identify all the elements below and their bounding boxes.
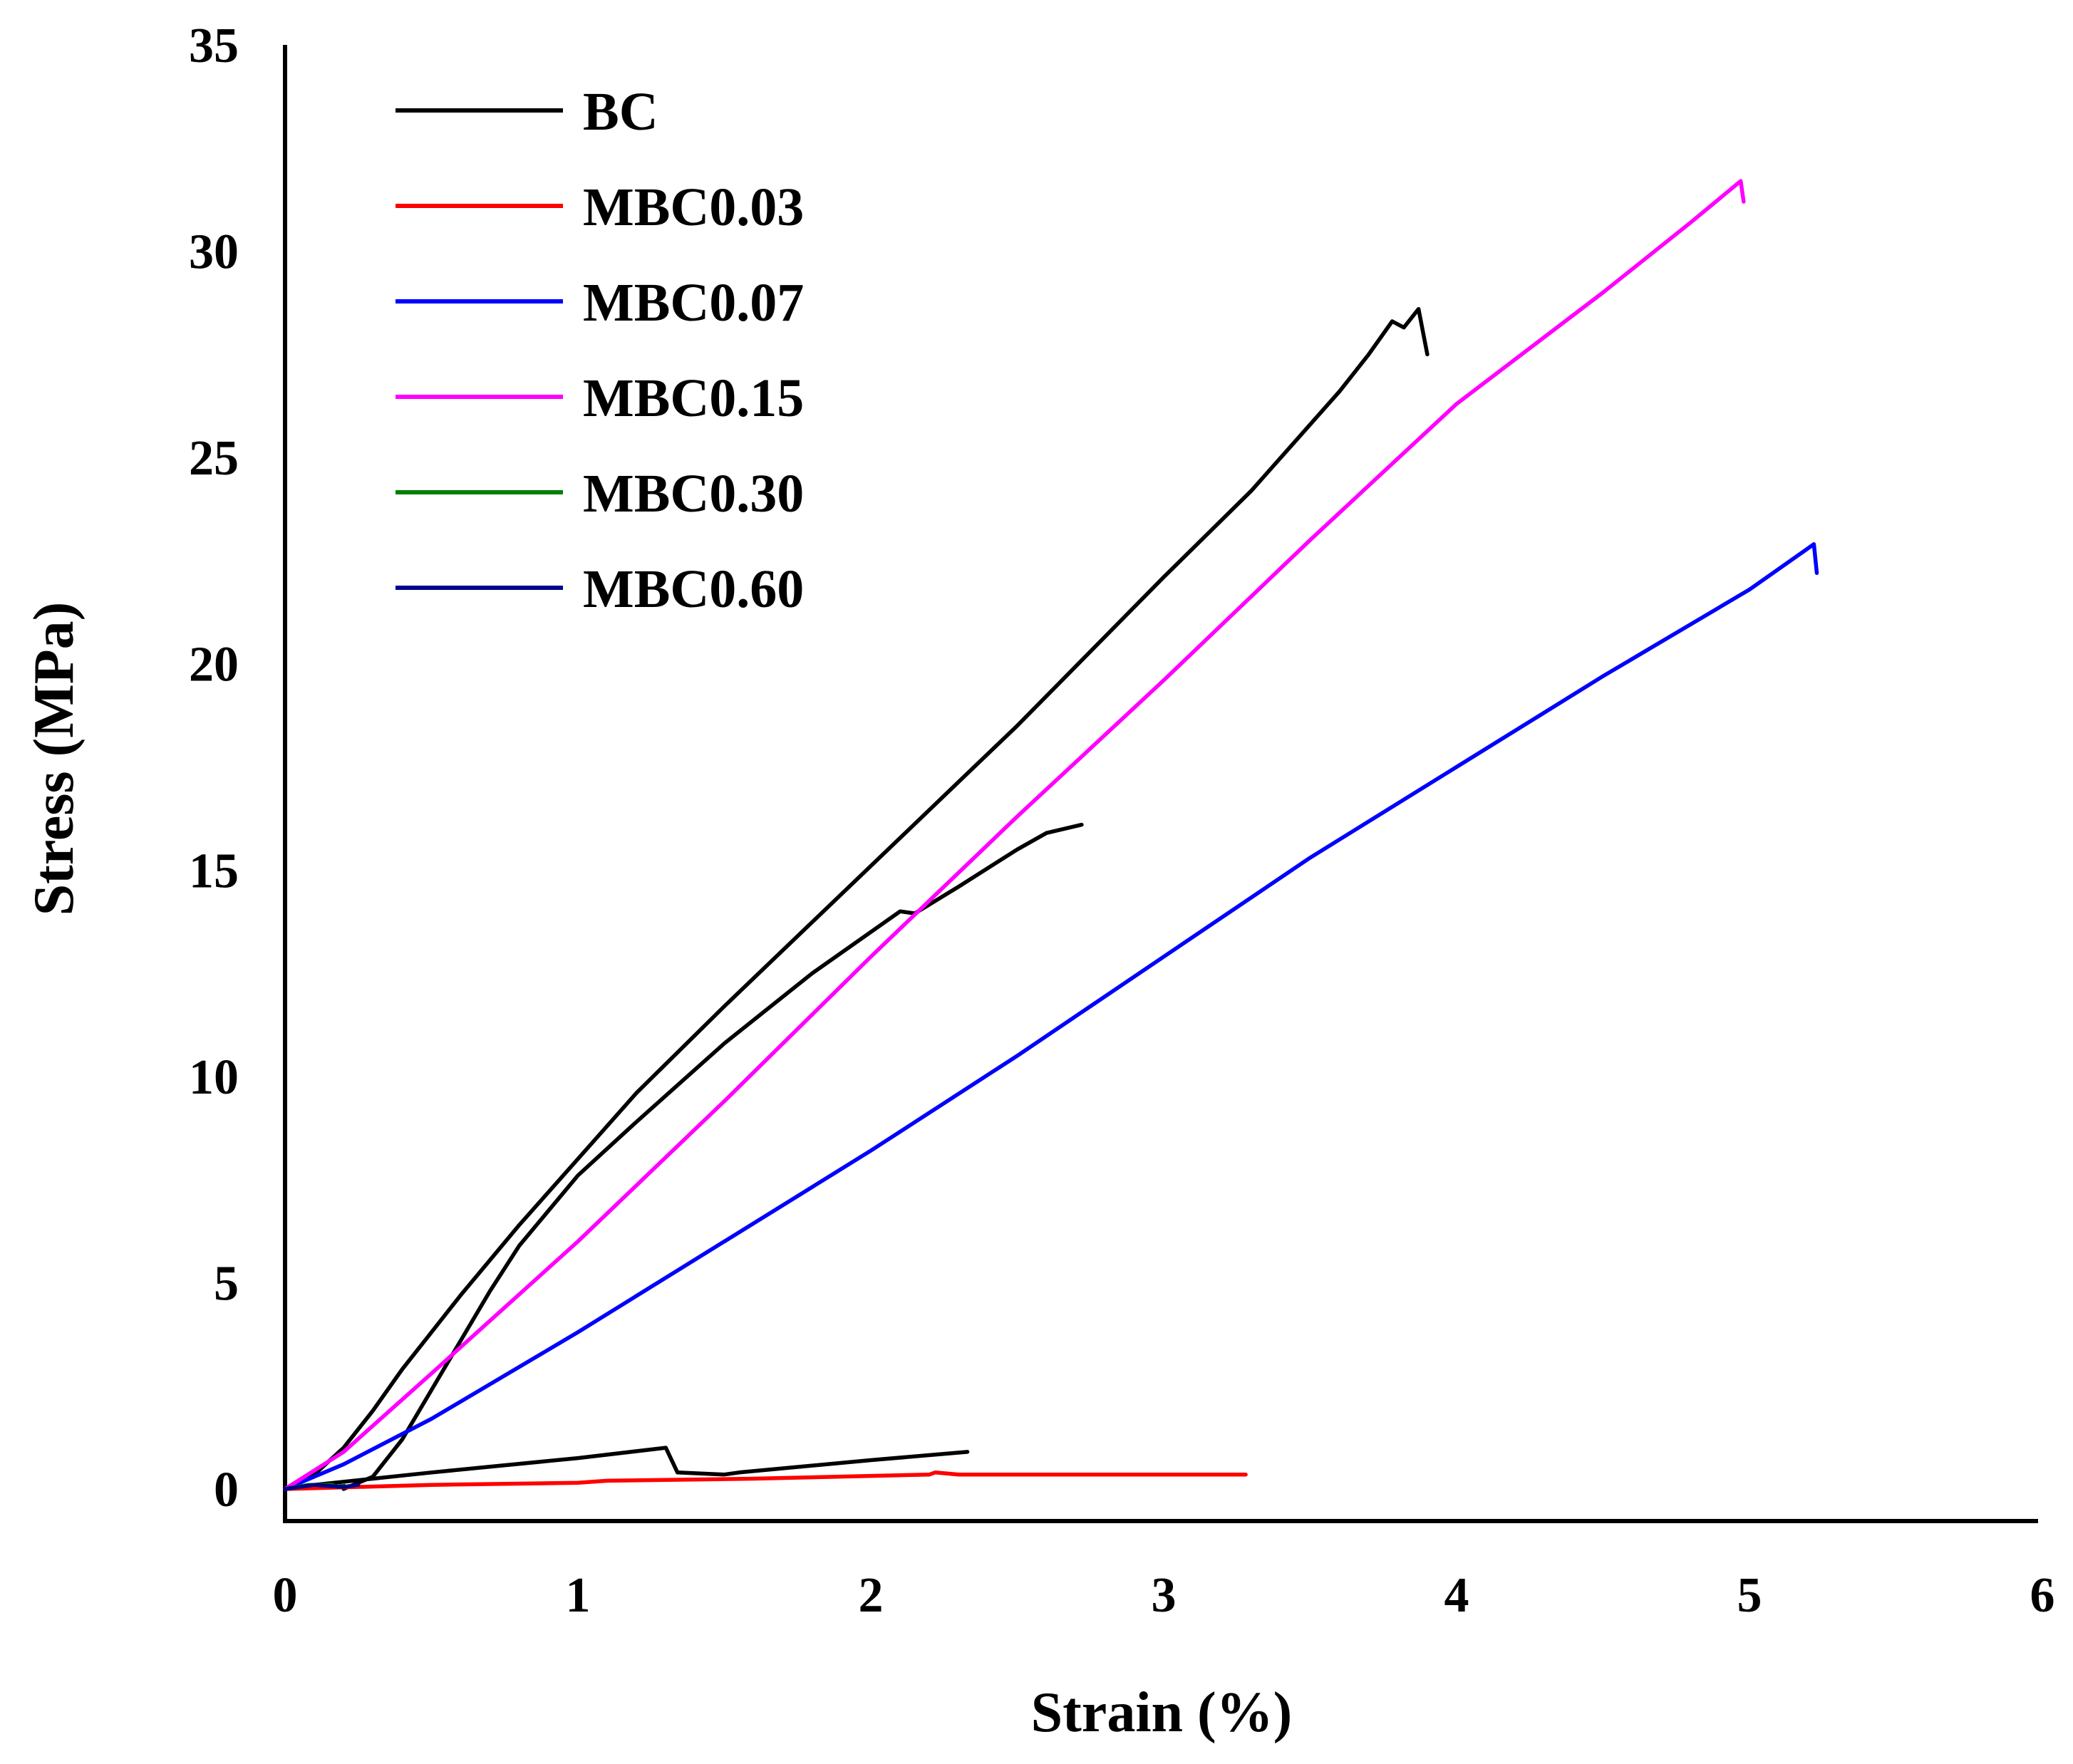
x-axis-title: Strain (%) xyxy=(1031,1681,1293,1744)
y-tick-label: 30 xyxy=(189,225,239,280)
series-line-mbc0-60 xyxy=(283,1483,361,1491)
series-line-unlabeled-1 xyxy=(341,822,1084,1491)
legend-label: MBC0.15 xyxy=(583,368,804,428)
y-tick-labels: 0 5 10 15 20 25 30 35 xyxy=(189,19,239,1517)
y-tick-label: 0 xyxy=(214,1463,239,1517)
x-tick-labels: 0 1 2 3 4 5 6 xyxy=(273,1568,2055,1623)
y-tick-label: 20 xyxy=(189,638,239,692)
y-axis-title: Stress (MPa) xyxy=(23,602,86,916)
x-tick-label: 1 xyxy=(566,1568,591,1623)
series-line-bc xyxy=(283,306,1430,1491)
legend-label: MBC0.03 xyxy=(583,177,804,237)
y-tick-label: 25 xyxy=(189,431,239,486)
x-tick-label: 3 xyxy=(1152,1568,1177,1623)
legend-label: MBC0.30 xyxy=(583,464,804,524)
y-tick-label: 15 xyxy=(189,844,239,898)
x-tick-label: 6 xyxy=(2030,1568,2055,1623)
series-line-mbc0-03 xyxy=(283,1470,1248,1491)
legend: BC MBC0.03 MBC0.07 MBC0.15 MBC0.30 MBC0.60 xyxy=(396,82,804,619)
legend-label: BC xyxy=(583,82,658,142)
series-line-mbc0-15 xyxy=(283,179,1746,1491)
x-tick-label: 2 xyxy=(859,1568,884,1623)
y-tick-label: 10 xyxy=(189,1050,239,1105)
y-tick-label: 35 xyxy=(189,19,239,73)
x-tick-label: 4 xyxy=(1444,1568,1469,1623)
y-tick-label: 5 xyxy=(214,1256,239,1311)
x-tick-label: 5 xyxy=(1737,1568,1762,1623)
legend-label: MBC0.60 xyxy=(583,559,804,619)
legend-label: MBC0.07 xyxy=(583,273,804,333)
axes xyxy=(283,45,2038,1523)
series-line-mbc0-07 xyxy=(283,542,1819,1491)
series-line-unlabeled-2 xyxy=(312,1446,970,1487)
data-series xyxy=(283,179,1819,1491)
x-tick-label: 0 xyxy=(273,1568,298,1623)
